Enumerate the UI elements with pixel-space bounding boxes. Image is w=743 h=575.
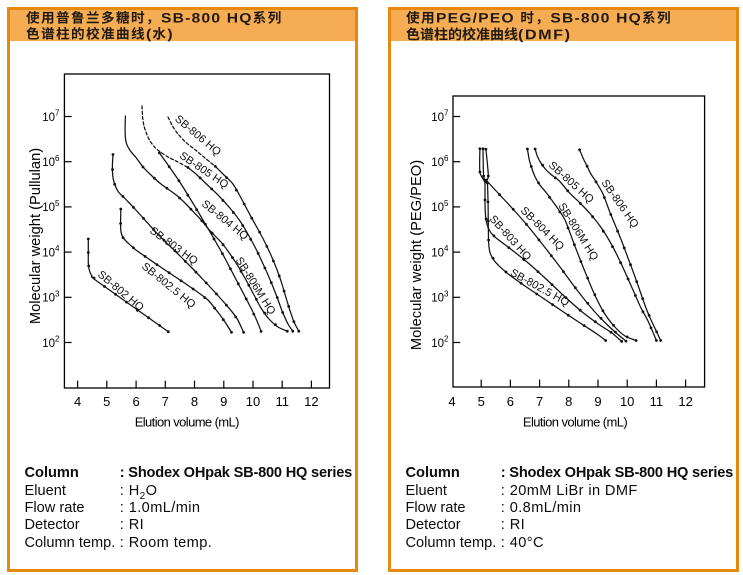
svg-text:102: 102 — [431, 335, 449, 350]
svg-text:SB-806 HQ: SB-806 HQ — [599, 177, 641, 230]
svg-text:4: 4 — [74, 394, 81, 409]
svg-text:7: 7 — [536, 394, 543, 409]
svg-text:SB-805 HQ: SB-805 HQ — [177, 150, 231, 192]
svg-text:104: 104 — [431, 244, 449, 259]
svg-text:5: 5 — [478, 394, 485, 409]
svg-text:106: 106 — [42, 154, 60, 169]
svg-text:11: 11 — [275, 394, 289, 409]
svg-text:Elution volume (mL): Elution volume (mL) — [135, 415, 239, 430]
svg-text:4: 4 — [448, 394, 455, 409]
svg-text:6: 6 — [507, 394, 514, 409]
svg-text:107: 107 — [42, 109, 60, 124]
svg-text:12: 12 — [678, 394, 692, 409]
svg-text:107: 107 — [431, 109, 449, 124]
svg-text:8: 8 — [565, 394, 572, 409]
svg-text:9: 9 — [594, 394, 601, 409]
svg-text:SB-803 HQ: SB-803 HQ — [147, 225, 200, 268]
svg-text:9: 9 — [220, 394, 227, 409]
svg-text:SB-805 HQ: SB-805 HQ — [546, 159, 596, 206]
svg-text:104: 104 — [42, 244, 60, 259]
svg-text:SB-804 HQ: SB-804 HQ — [199, 198, 251, 243]
svg-text:10: 10 — [620, 394, 634, 409]
svg-text:5: 5 — [103, 394, 110, 409]
svg-text:8: 8 — [191, 394, 198, 409]
svg-text:105: 105 — [42, 199, 60, 214]
svg-text:7: 7 — [162, 394, 169, 409]
svg-text:SB-802 HQ: SB-802 HQ — [95, 269, 146, 315]
svg-text:106: 106 — [431, 154, 449, 169]
svg-text:6: 6 — [132, 394, 139, 409]
svg-text:103: 103 — [431, 289, 449, 304]
svg-text:103: 103 — [42, 289, 60, 304]
svg-text:Molecular weight (Pullulan): Molecular weight (Pullulan) — [28, 148, 44, 324]
svg-text:105: 105 — [431, 199, 449, 214]
svg-text:102: 102 — [42, 335, 60, 350]
svg-text:10: 10 — [246, 394, 260, 409]
svg-text:11: 11 — [650, 394, 664, 409]
svg-text:12: 12 — [304, 394, 318, 409]
svg-text:Molecular weight (PEG/PEO): Molecular weight (PEG/PEO) — [409, 160, 425, 350]
svg-text:Elution volume (mL): Elution volume (mL) — [523, 415, 627, 430]
